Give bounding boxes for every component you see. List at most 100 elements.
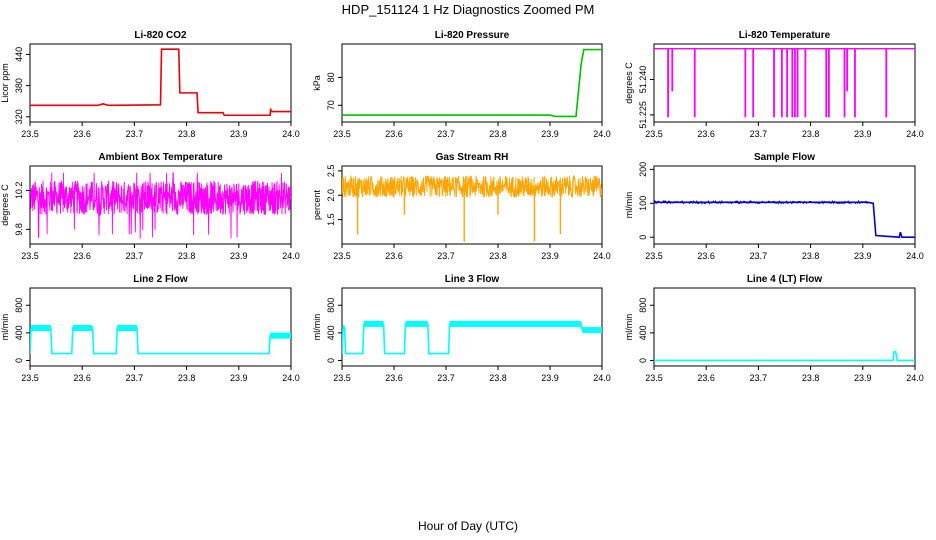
x-tick-label: 23.5 bbox=[333, 251, 351, 261]
y-tick-label: 10.2 bbox=[14, 182, 24, 200]
x-tick-label: 23.5 bbox=[645, 251, 663, 261]
x-tick-label: 24.0 bbox=[282, 251, 300, 261]
x-tick-label: 23.9 bbox=[230, 251, 248, 261]
x-tick-label: 23.9 bbox=[230, 373, 248, 383]
y-axis-label: percent bbox=[312, 189, 322, 220]
y-axis-label: ml/min bbox=[312, 314, 322, 341]
y-axis-label: ml/min bbox=[624, 192, 634, 219]
y-tick-label: 440 bbox=[14, 47, 24, 62]
y-tick-label: 0 bbox=[326, 358, 336, 363]
series-noise-band bbox=[270, 332, 291, 339]
y-tick-label: 100 bbox=[638, 196, 648, 211]
x-tick-label: 23.9 bbox=[854, 251, 872, 261]
chart-panel: Li-820 Temperature degrees C 23.5 23.6 23.7 2… bbox=[624, 30, 924, 139]
y-tick-label: 51.225 bbox=[638, 101, 648, 129]
y-tick-label: 70 bbox=[326, 100, 336, 110]
chart-panel: Li-820 CO2 Licor ppm 23.5 23.6 23.7 23.8 23.9 2… bbox=[0, 30, 300, 139]
chart-title: Li-820 Pressure bbox=[435, 30, 510, 41]
x-tick-label: 23.6 bbox=[385, 373, 403, 383]
y-tick-label: 320 bbox=[14, 109, 24, 124]
x-tick-label: 23.7 bbox=[750, 129, 768, 139]
x-tick-label: 23.5 bbox=[333, 129, 351, 139]
chart-panel: Li-820 Pressure kPa 23.5 23.6 23.7 23.8 23.9 24… bbox=[312, 30, 611, 139]
y-tick-label: 0 bbox=[14, 358, 24, 363]
x-tick-label: 23.8 bbox=[178, 251, 196, 261]
y-tick-label: 0 bbox=[638, 358, 648, 363]
y-tick-label: 0 bbox=[638, 235, 648, 240]
x-tick-label: 23.6 bbox=[73, 129, 91, 139]
series-line bbox=[342, 323, 602, 355]
x-tick-label: 24.0 bbox=[906, 251, 924, 261]
y-tick-label: 2.5 bbox=[326, 165, 336, 178]
y-tick-label: 400 bbox=[14, 325, 24, 340]
x-tick-label: 23.6 bbox=[697, 373, 715, 383]
series-line bbox=[342, 48, 602, 118]
y-axis-label: Licor ppm bbox=[0, 63, 10, 103]
chart-panel: Ambient Box Temperature degrees C 23.5 23.6… bbox=[0, 152, 300, 261]
series-noise-band bbox=[117, 325, 138, 332]
y-axis-label: degrees C bbox=[0, 184, 10, 226]
y-axis-label: degrees C bbox=[624, 62, 634, 104]
x-tick-label: 23.9 bbox=[854, 129, 872, 139]
chart-panel: Line 2 Flow ml/min 23.5 23.6 23.7 23.8 23.9 24.… bbox=[0, 274, 300, 383]
x-tick-label: 23.8 bbox=[489, 373, 507, 383]
y-tick-label: 2.0 bbox=[326, 189, 336, 202]
y-tick-label: 80 bbox=[326, 72, 336, 82]
series-line bbox=[654, 350, 915, 362]
chart-panel: Line 3 Flow ml/min 23.5 23.6 23.7 23.8 23.9 24.… bbox=[312, 274, 611, 383]
chart-title: Line 4 (LT) Flow bbox=[747, 274, 823, 285]
y-tick-label: 1.5 bbox=[326, 213, 336, 226]
y-axis-label: ml/min bbox=[0, 314, 10, 341]
chart-title: Line 3 Flow bbox=[445, 274, 500, 285]
chart-title: Li-820 CO2 bbox=[134, 30, 187, 41]
plot-frame bbox=[29, 287, 292, 367]
x-tick-label: 23.6 bbox=[697, 251, 715, 261]
y-tick-label: 800 bbox=[326, 298, 336, 313]
series-line bbox=[654, 201, 915, 239]
chart-title: Gas Stream RH bbox=[436, 152, 509, 163]
x-tick-label: 23.7 bbox=[126, 373, 144, 383]
series-noise-band bbox=[449, 320, 582, 327]
x-tick-label: 23.8 bbox=[178, 129, 196, 139]
x-tick-label: 23.7 bbox=[750, 251, 768, 261]
x-tick-label: 23.5 bbox=[21, 373, 39, 383]
series-noise-band bbox=[582, 327, 602, 334]
plot-frame bbox=[29, 43, 292, 123]
plot-frame bbox=[653, 287, 916, 367]
chart-title: Li-820 Temperature bbox=[739, 30, 831, 41]
x-tick-label: 23.5 bbox=[645, 373, 663, 383]
y-tick-label: 51.240 bbox=[638, 66, 648, 94]
x-tick-label: 24.0 bbox=[282, 373, 300, 383]
x-tick-label: 23.6 bbox=[697, 129, 715, 139]
plot-frame bbox=[341, 43, 603, 123]
x-tick-label: 24.0 bbox=[282, 129, 300, 139]
plot-frame bbox=[653, 165, 916, 245]
y-tick-label: 400 bbox=[326, 325, 336, 340]
x-tick-label: 23.9 bbox=[541, 129, 559, 139]
x-tick-label: 23.5 bbox=[645, 129, 663, 139]
series-line bbox=[342, 174, 602, 199]
x-tick-label: 23.7 bbox=[750, 373, 768, 383]
plot-frame bbox=[653, 43, 916, 123]
x-tick-label: 23.5 bbox=[21, 251, 39, 261]
plot-frame bbox=[29, 165, 292, 245]
x-tick-label: 23.6 bbox=[73, 373, 91, 383]
chart-panel: Sample Flow ml/min 23.5 23.6 23.7 23.8 23.9 24.… bbox=[624, 152, 924, 261]
x-tick-label: 23.9 bbox=[854, 373, 872, 383]
plot-frame bbox=[341, 287, 603, 367]
x-tick-label: 23.9 bbox=[230, 129, 248, 139]
x-axis-label: Hour of Day (UTC) bbox=[417, 519, 518, 533]
x-tick-label: 23.8 bbox=[489, 129, 507, 139]
x-tick-label: 23.9 bbox=[541, 251, 559, 261]
series-noise-band bbox=[405, 320, 428, 327]
chart-title: Ambient Box Temperature bbox=[98, 152, 223, 163]
y-axis-label: kPa bbox=[312, 75, 322, 91]
x-tick-label: 23.8 bbox=[802, 251, 820, 261]
x-tick-label: 23.7 bbox=[437, 129, 455, 139]
chart-title: Line 2 Flow bbox=[133, 274, 188, 285]
x-tick-label: 23.7 bbox=[126, 251, 144, 261]
y-tick-label: 800 bbox=[638, 298, 648, 313]
chart-panel: Line 4 (LT) Flow ml/min 23.5 23.6 23.7 23.8 23… bbox=[624, 274, 924, 383]
y-tick-label: 400 bbox=[638, 325, 648, 340]
